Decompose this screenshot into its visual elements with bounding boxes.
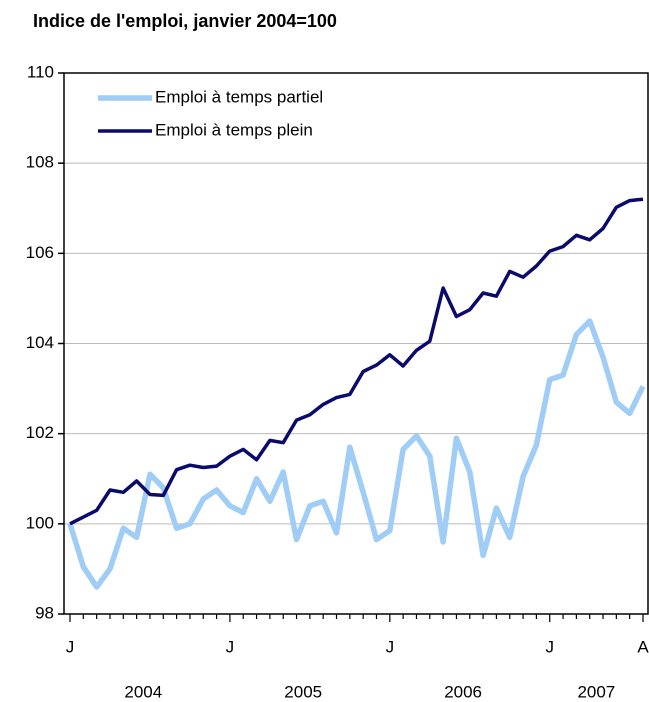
y-tick-label: 106 xyxy=(26,243,54,262)
legend-label: Emploi à temps plein xyxy=(155,120,313,139)
x-tick-label: J xyxy=(66,637,75,656)
y-tick-label: 108 xyxy=(26,153,54,172)
x-tick-label: J xyxy=(386,637,395,656)
y-tick-label: 104 xyxy=(26,333,54,352)
y-tick-label: 100 xyxy=(26,513,54,532)
y-tick-label: 98 xyxy=(35,603,54,622)
year-label: 2004 xyxy=(124,682,162,701)
x-tick-label: J xyxy=(226,637,235,656)
plot-frame xyxy=(63,72,649,615)
x-tick-label: A xyxy=(637,637,649,656)
year-label: 2007 xyxy=(577,682,615,701)
chart-title: Indice de l'emploi, janvier 2004=100 xyxy=(33,11,337,31)
year-label: 2005 xyxy=(284,682,322,701)
y-tick-label: 110 xyxy=(27,62,54,81)
year-label: 2006 xyxy=(444,682,482,701)
data-line xyxy=(67,318,646,590)
data-line xyxy=(69,197,644,526)
legend-label: Emploi à temps partiel xyxy=(155,87,323,106)
x-tick-label: J xyxy=(545,637,554,656)
y-tick-label: 102 xyxy=(26,423,54,442)
